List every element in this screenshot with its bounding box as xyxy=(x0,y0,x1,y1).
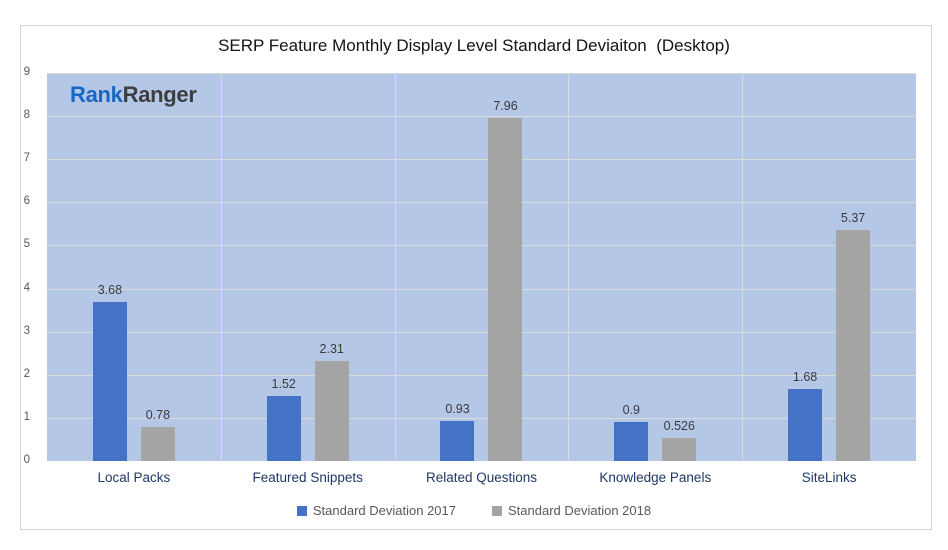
y-tick-label: 0 xyxy=(23,454,30,466)
bar-group-sitelinks: 1.68 5.37 xyxy=(742,73,916,461)
gridline xyxy=(47,73,916,74)
y-axis: 0 1 2 3 4 5 6 7 8 9 xyxy=(0,66,38,466)
bar-value-label: 1.52 xyxy=(271,376,296,391)
legend-marker xyxy=(492,505,502,516)
bar-value-label: 1.68 xyxy=(792,369,818,384)
category-separator xyxy=(742,73,744,461)
bar-standard-deviation-2018-related-questions: 7.96 xyxy=(488,99,523,461)
legend-item: Standard Deviation 2018 xyxy=(492,503,651,518)
x-category-label: SiteLinks xyxy=(801,470,857,485)
bar-standard-deviation-2017-local-packs: 3.68 xyxy=(92,283,127,461)
y-tick-label: 4 xyxy=(23,281,30,294)
bar-groups: 3.68 0.78 1.52 2.31 0.93 7.96 0.9 0.526 1.68 5.37 xyxy=(47,73,916,461)
category-separator xyxy=(394,73,396,461)
y-tick-label: 5 xyxy=(23,238,30,251)
logo-text-ranger: Ranger xyxy=(122,82,197,107)
bar-standard-deviation-2017-knowledge-panels: 0.9 xyxy=(614,403,649,461)
x-category-label: Local Packs xyxy=(97,470,171,485)
bar-group-featured-snippets: 1.52 2.31 xyxy=(221,73,395,461)
gridline xyxy=(47,202,916,203)
y-tick-label: 2 xyxy=(23,367,30,380)
bar-standard-deviation-2018-sitelinks: 5.37 xyxy=(836,211,871,461)
bar-value-label: 0.78 xyxy=(145,408,171,423)
bar-standard-deviation-2018-featured-snippets: 2.31 xyxy=(314,342,349,461)
category-separator xyxy=(568,73,570,461)
y-tick-label: 3 xyxy=(23,324,30,337)
bar-value-label: 3.68 xyxy=(97,283,123,298)
logo-text-rank: Rank xyxy=(70,82,123,107)
gridline xyxy=(47,332,916,333)
x-category-label: Related Questions xyxy=(425,470,538,485)
y-tick-label: 9 xyxy=(23,66,30,78)
bar-standard-deviation-2017-related-questions: 0.93 xyxy=(440,402,475,461)
bar-standard-deviation-2018-knowledge-panels: 0.526 xyxy=(662,419,697,461)
legend-item: Standard Deviation 2017 xyxy=(296,503,456,518)
bar-standard-deviation-2017-sitelinks: 1.68 xyxy=(788,370,823,461)
bar-value-label: 0.526 xyxy=(663,419,695,434)
x-category-label: Featured Snippets xyxy=(252,470,363,485)
bar-value-label: 7.96 xyxy=(493,98,518,113)
bar-group-knowledge-panels: 0.9 0.526 xyxy=(568,73,742,461)
y-tick-label: 7 xyxy=(23,152,30,165)
gridline xyxy=(47,245,916,246)
bar-value-label: 0.93 xyxy=(445,401,470,416)
gridline xyxy=(47,418,916,419)
x-axis: Local Packs Featured Snippets Related Ques… xyxy=(47,470,916,485)
gridline xyxy=(47,116,916,117)
chart-title: SERP Feature Monthly Display Level Stand… xyxy=(218,36,730,55)
bar-value-label: 0.9 xyxy=(622,403,640,418)
rankranger-logo: RankRanger xyxy=(70,82,197,108)
legend-label: Standard Deviation 2018 xyxy=(508,503,652,518)
bar-standard-deviation-2017-featured-snippets: 1.52 xyxy=(266,377,301,461)
y-tick-label: 6 xyxy=(23,195,30,208)
plot-area: 3.68 0.78 1.52 2.31 0.93 7.96 0.9 0.526 1.68 5.37 xyxy=(47,73,916,461)
legend-label: Standard Deviation 2017 xyxy=(312,503,456,518)
bar-value-label: 2.31 xyxy=(319,342,344,357)
legend-marker xyxy=(296,505,307,516)
gridline xyxy=(47,375,916,376)
y-tick-label: 1 xyxy=(23,410,30,423)
x-category-label: Knowledge Panels xyxy=(599,470,712,485)
bar-group-local-packs: 3.68 0.78 xyxy=(47,73,221,461)
gridline xyxy=(47,289,916,290)
category-separator xyxy=(220,73,222,461)
gridline xyxy=(47,159,916,160)
bar-value-label: 5.37 xyxy=(840,210,866,225)
y-tick-label: 8 xyxy=(23,109,30,122)
bar-group-related-questions: 0.93 7.96 xyxy=(395,73,569,461)
bar-standard-deviation-2018-local-packs: 0.78 xyxy=(140,408,175,461)
legend: Standard Deviation 2017 Standard Deviatio… xyxy=(0,503,948,518)
